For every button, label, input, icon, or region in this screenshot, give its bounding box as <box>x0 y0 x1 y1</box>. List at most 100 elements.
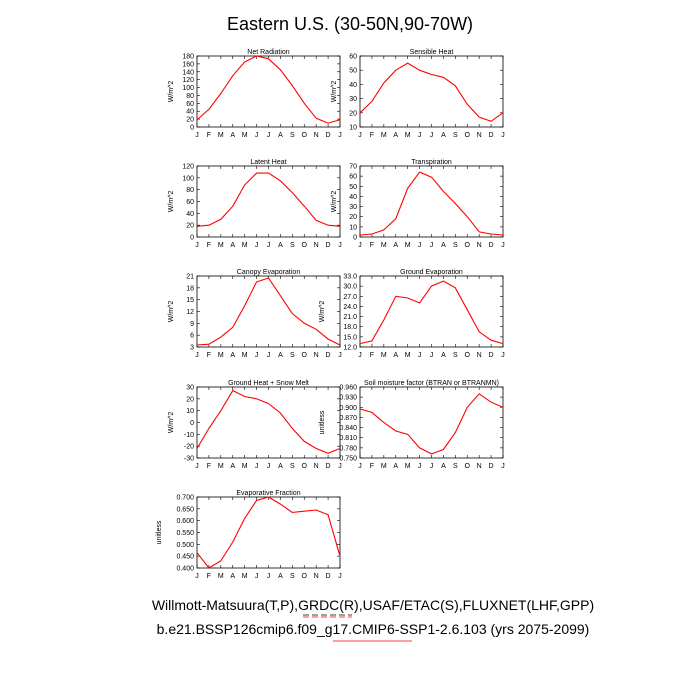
x-tick-label: S <box>290 352 295 359</box>
x-tick-label: A <box>278 573 283 580</box>
y-tick-label: 10 <box>349 224 357 231</box>
y-tick-label: 0.700 <box>176 495 194 502</box>
x-tick-label: J <box>358 463 362 470</box>
y-tick-label: -10 <box>184 432 194 439</box>
x-tick-label: J <box>267 242 271 249</box>
x-tick-label: M <box>218 463 224 470</box>
panel-frame <box>359 55 504 128</box>
y-tick-label: 0.650 <box>176 506 194 513</box>
x-tick-label: S <box>290 463 295 470</box>
x-tick-label: A <box>441 463 446 470</box>
x-tick-label: D <box>326 132 331 139</box>
x-tick-label: A <box>278 352 283 359</box>
x-tick-label: M <box>381 242 387 249</box>
footer-line-2: b.e21.BSSP126cmip6.f09_g17.CMIP6-SSP1-2.… <box>157 621 590 637</box>
x-tick-label: O <box>302 352 308 359</box>
y-axis-label: W/m^2 <box>331 191 338 213</box>
x-tick-label: A <box>230 352 235 359</box>
y-tick-label: 0.900 <box>339 405 357 412</box>
y-tick-label: 100 <box>182 85 194 92</box>
y-tick-label: 160 <box>182 61 194 68</box>
x-tick-label: D <box>489 132 494 139</box>
series-line <box>196 389 341 454</box>
x-tick-label: J <box>418 463 422 470</box>
x-tick-label: S <box>453 463 458 470</box>
y-tick-label: 60 <box>349 174 357 181</box>
x-tick-label: M <box>218 132 224 139</box>
y-tick-label: 3 <box>190 345 194 352</box>
x-tick-label: J <box>430 463 434 470</box>
y-tick-label: 30 <box>349 204 357 211</box>
y-tick-label: 0 <box>190 125 194 132</box>
x-tick-label: J <box>501 132 505 139</box>
x-tick-label: M <box>381 132 387 139</box>
panel-9: Evaporative Fraction 0.400 0.450 0.500 0.550… <box>156 490 342 580</box>
y-axis-label: unitless <box>156 520 163 544</box>
y-axis-label: W/m^2 <box>331 81 338 103</box>
footer-line-1: Willmott-Matsuura(T,P),GRDC(R),USAF/ETAC… <box>152 597 594 613</box>
y-tick-label: 80 <box>186 93 194 100</box>
x-tick-label: J <box>255 573 259 580</box>
y-tick-label: 70 <box>349 164 357 171</box>
panels-group: Net Radiation020406080100120140160180W/m… <box>156 49 505 580</box>
x-tick-label: J <box>358 352 362 359</box>
y-tick-label: 15.0 <box>343 334 357 341</box>
x-tick-label: N <box>314 132 319 139</box>
x-tick-label: J <box>418 352 422 359</box>
x-tick-label: M <box>242 352 248 359</box>
x-tick-label: A <box>278 242 283 249</box>
x-tick-label: O <box>465 352 471 359</box>
x-tick-label: S <box>290 573 295 580</box>
figure-title: Eastern U.S. (30-50N,90-70W) <box>227 14 473 34</box>
y-tick-label: 0 <box>353 235 357 242</box>
y-tick-label: 30.0 <box>343 284 357 291</box>
x-tick-label: O <box>302 132 308 139</box>
x-tick-label: M <box>405 463 411 470</box>
x-tick-label: N <box>477 352 482 359</box>
y-tick-label: 0 <box>190 420 194 427</box>
x-tick-label: N <box>314 573 319 580</box>
panel-frame <box>196 496 341 569</box>
x-tick-label: A <box>230 463 235 470</box>
x-tick-label: S <box>290 132 295 139</box>
y-tick-label: 6 <box>190 333 194 340</box>
x-tick-label: A <box>393 242 398 249</box>
series-line <box>196 277 341 346</box>
y-tick-label: -20 <box>184 444 194 451</box>
x-tick-label: A <box>393 132 398 139</box>
y-tick-label: 9 <box>190 321 194 328</box>
x-tick-label: D <box>326 573 331 580</box>
panel-title: Ground Heat + Snow Melt <box>228 380 309 387</box>
x-tick-label: O <box>465 242 471 249</box>
x-tick-label: A <box>278 463 283 470</box>
y-tick-label: 20 <box>349 110 357 117</box>
x-tick-label: A <box>393 463 398 470</box>
x-tick-label: J <box>267 132 271 139</box>
y-tick-label: 20 <box>186 117 194 124</box>
x-tick-label: J <box>338 352 342 359</box>
x-tick-label: F <box>370 132 374 139</box>
y-tick-label: -30 <box>184 456 194 463</box>
y-tick-label: 18 <box>186 285 194 292</box>
y-tick-label: 40 <box>186 109 194 116</box>
x-tick-label: M <box>405 242 411 249</box>
x-tick-label: J <box>338 573 342 580</box>
y-tick-label: 30 <box>349 96 357 103</box>
y-tick-label: 0.500 <box>176 542 194 549</box>
x-tick-label: D <box>326 352 331 359</box>
x-tick-label: A <box>230 132 235 139</box>
series-line <box>359 62 504 122</box>
x-tick-label: J <box>195 352 199 359</box>
x-tick-label: N <box>314 463 319 470</box>
y-tick-label: 40 <box>349 82 357 89</box>
x-tick-label: J <box>338 132 342 139</box>
y-tick-label: 10 <box>186 408 194 415</box>
y-tick-label: 20 <box>349 214 357 221</box>
y-tick-label: 0.600 <box>176 518 194 525</box>
y-tick-label: 21.0 <box>343 314 357 321</box>
